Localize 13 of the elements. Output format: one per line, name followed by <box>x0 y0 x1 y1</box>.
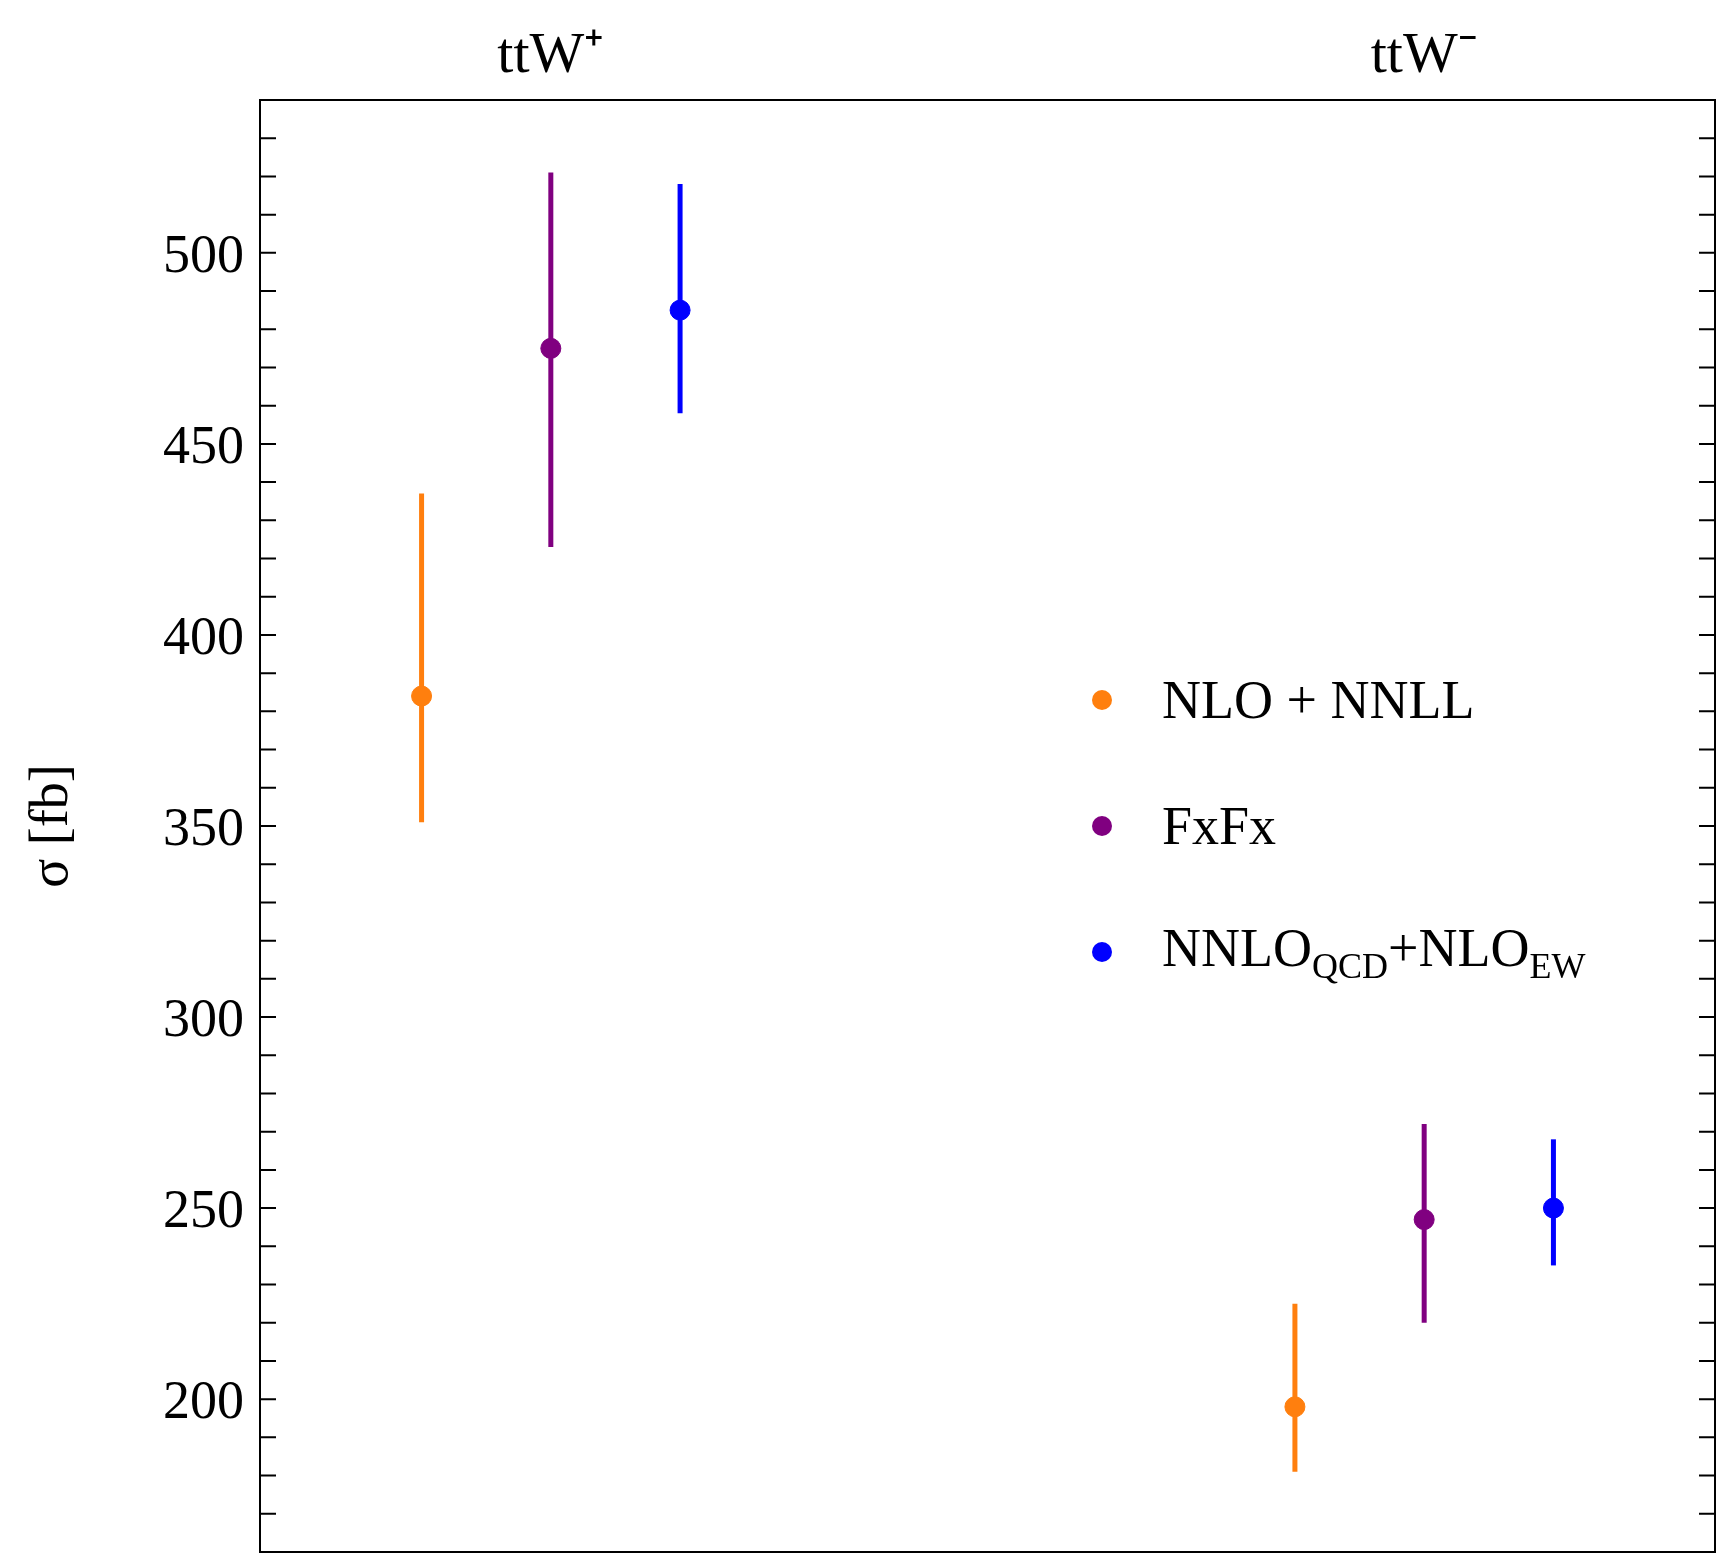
y-tick-label: 400 <box>163 605 244 666</box>
y-tick-label: 450 <box>163 414 244 475</box>
legend-label: NLO + NNLL <box>1162 669 1475 731</box>
y-axis-title: σ [fb] <box>18 764 79 888</box>
y-tick-label: 500 <box>163 223 244 284</box>
y-tick-label: 350 <box>163 797 244 857</box>
legend-label: FxFx <box>1162 795 1277 857</box>
y-tick-label: 250 <box>163 1179 244 1240</box>
x-tick-label: ttW⁺ <box>497 20 605 86</box>
y-tick-label: 200 <box>163 1370 244 1431</box>
x-tick-label: ttW⁻ <box>1370 20 1478 86</box>
legend-label: NNLO$_{QCD}$+NLO$_{EW}$ <box>1162 917 1586 987</box>
y-tick-label: 300 <box>163 988 244 1049</box>
